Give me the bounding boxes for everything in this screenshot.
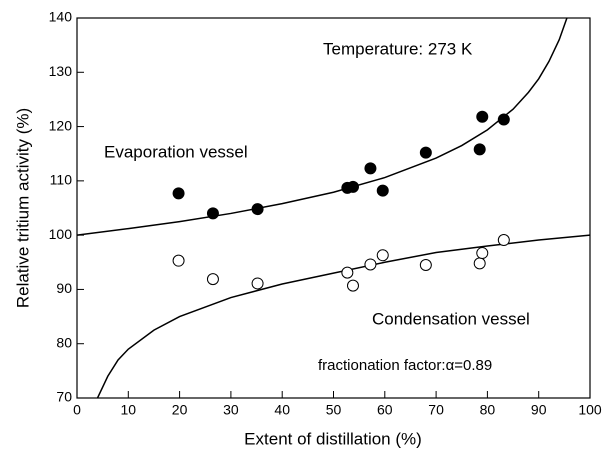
y-tick-label: 130 xyxy=(49,63,73,79)
y-tick-label: 120 xyxy=(49,117,73,133)
x-tick-label: 30 xyxy=(223,402,239,418)
x-tick-label: 10 xyxy=(121,402,137,418)
plot-frame xyxy=(76,17,591,399)
data-point xyxy=(364,162,377,175)
annotation: Temperature: 273 K xyxy=(323,39,473,58)
y-tick-label: 100 xyxy=(49,226,73,242)
x-tick-label: 60 xyxy=(377,402,393,418)
y-axis-title: Relative tritium activity (%) xyxy=(13,108,32,308)
x-tick-label: 20 xyxy=(172,402,188,418)
y-tick-label: 70 xyxy=(56,389,72,405)
x-tick-label: 80 xyxy=(480,402,496,418)
data-point xyxy=(497,234,510,247)
data-point xyxy=(251,203,264,216)
x-axis-title: Extent of distillation (%) xyxy=(244,429,422,448)
data-point xyxy=(476,247,489,260)
y-tick-label: 80 xyxy=(56,334,72,350)
data-point xyxy=(473,143,486,156)
data-point xyxy=(206,207,219,220)
x-tick-label: 0 xyxy=(73,402,81,418)
x-tick-label: 90 xyxy=(531,402,547,418)
y-tick-label: 110 xyxy=(50,172,73,188)
data-point xyxy=(419,146,432,159)
data-point xyxy=(346,279,359,292)
y-tick-label: 90 xyxy=(56,280,72,296)
y-tick-label: 140 xyxy=(49,9,73,25)
x-tick-label: 50 xyxy=(326,402,342,418)
series-label: Condensation vessel xyxy=(372,309,530,328)
data-point xyxy=(206,273,219,286)
data-point xyxy=(497,113,510,126)
data-point xyxy=(364,258,377,271)
annotation: fractionation factor:α=0.89 xyxy=(318,357,492,374)
data-point xyxy=(473,257,486,270)
data-point xyxy=(376,249,389,262)
data-point xyxy=(419,259,432,271)
x-tick-label: 100 xyxy=(578,402,602,418)
fit-curve xyxy=(96,234,590,398)
x-tick-label: 40 xyxy=(274,402,290,418)
x-tick-label: 70 xyxy=(428,402,444,418)
data-point xyxy=(172,187,185,200)
data-point xyxy=(346,180,359,193)
data-point xyxy=(172,254,185,267)
data-point xyxy=(341,266,354,279)
fit-curve xyxy=(77,18,568,236)
series-label: Evaporation vessel xyxy=(104,142,248,161)
data-point xyxy=(476,110,489,123)
data-point xyxy=(376,184,389,197)
data-point xyxy=(251,277,264,290)
